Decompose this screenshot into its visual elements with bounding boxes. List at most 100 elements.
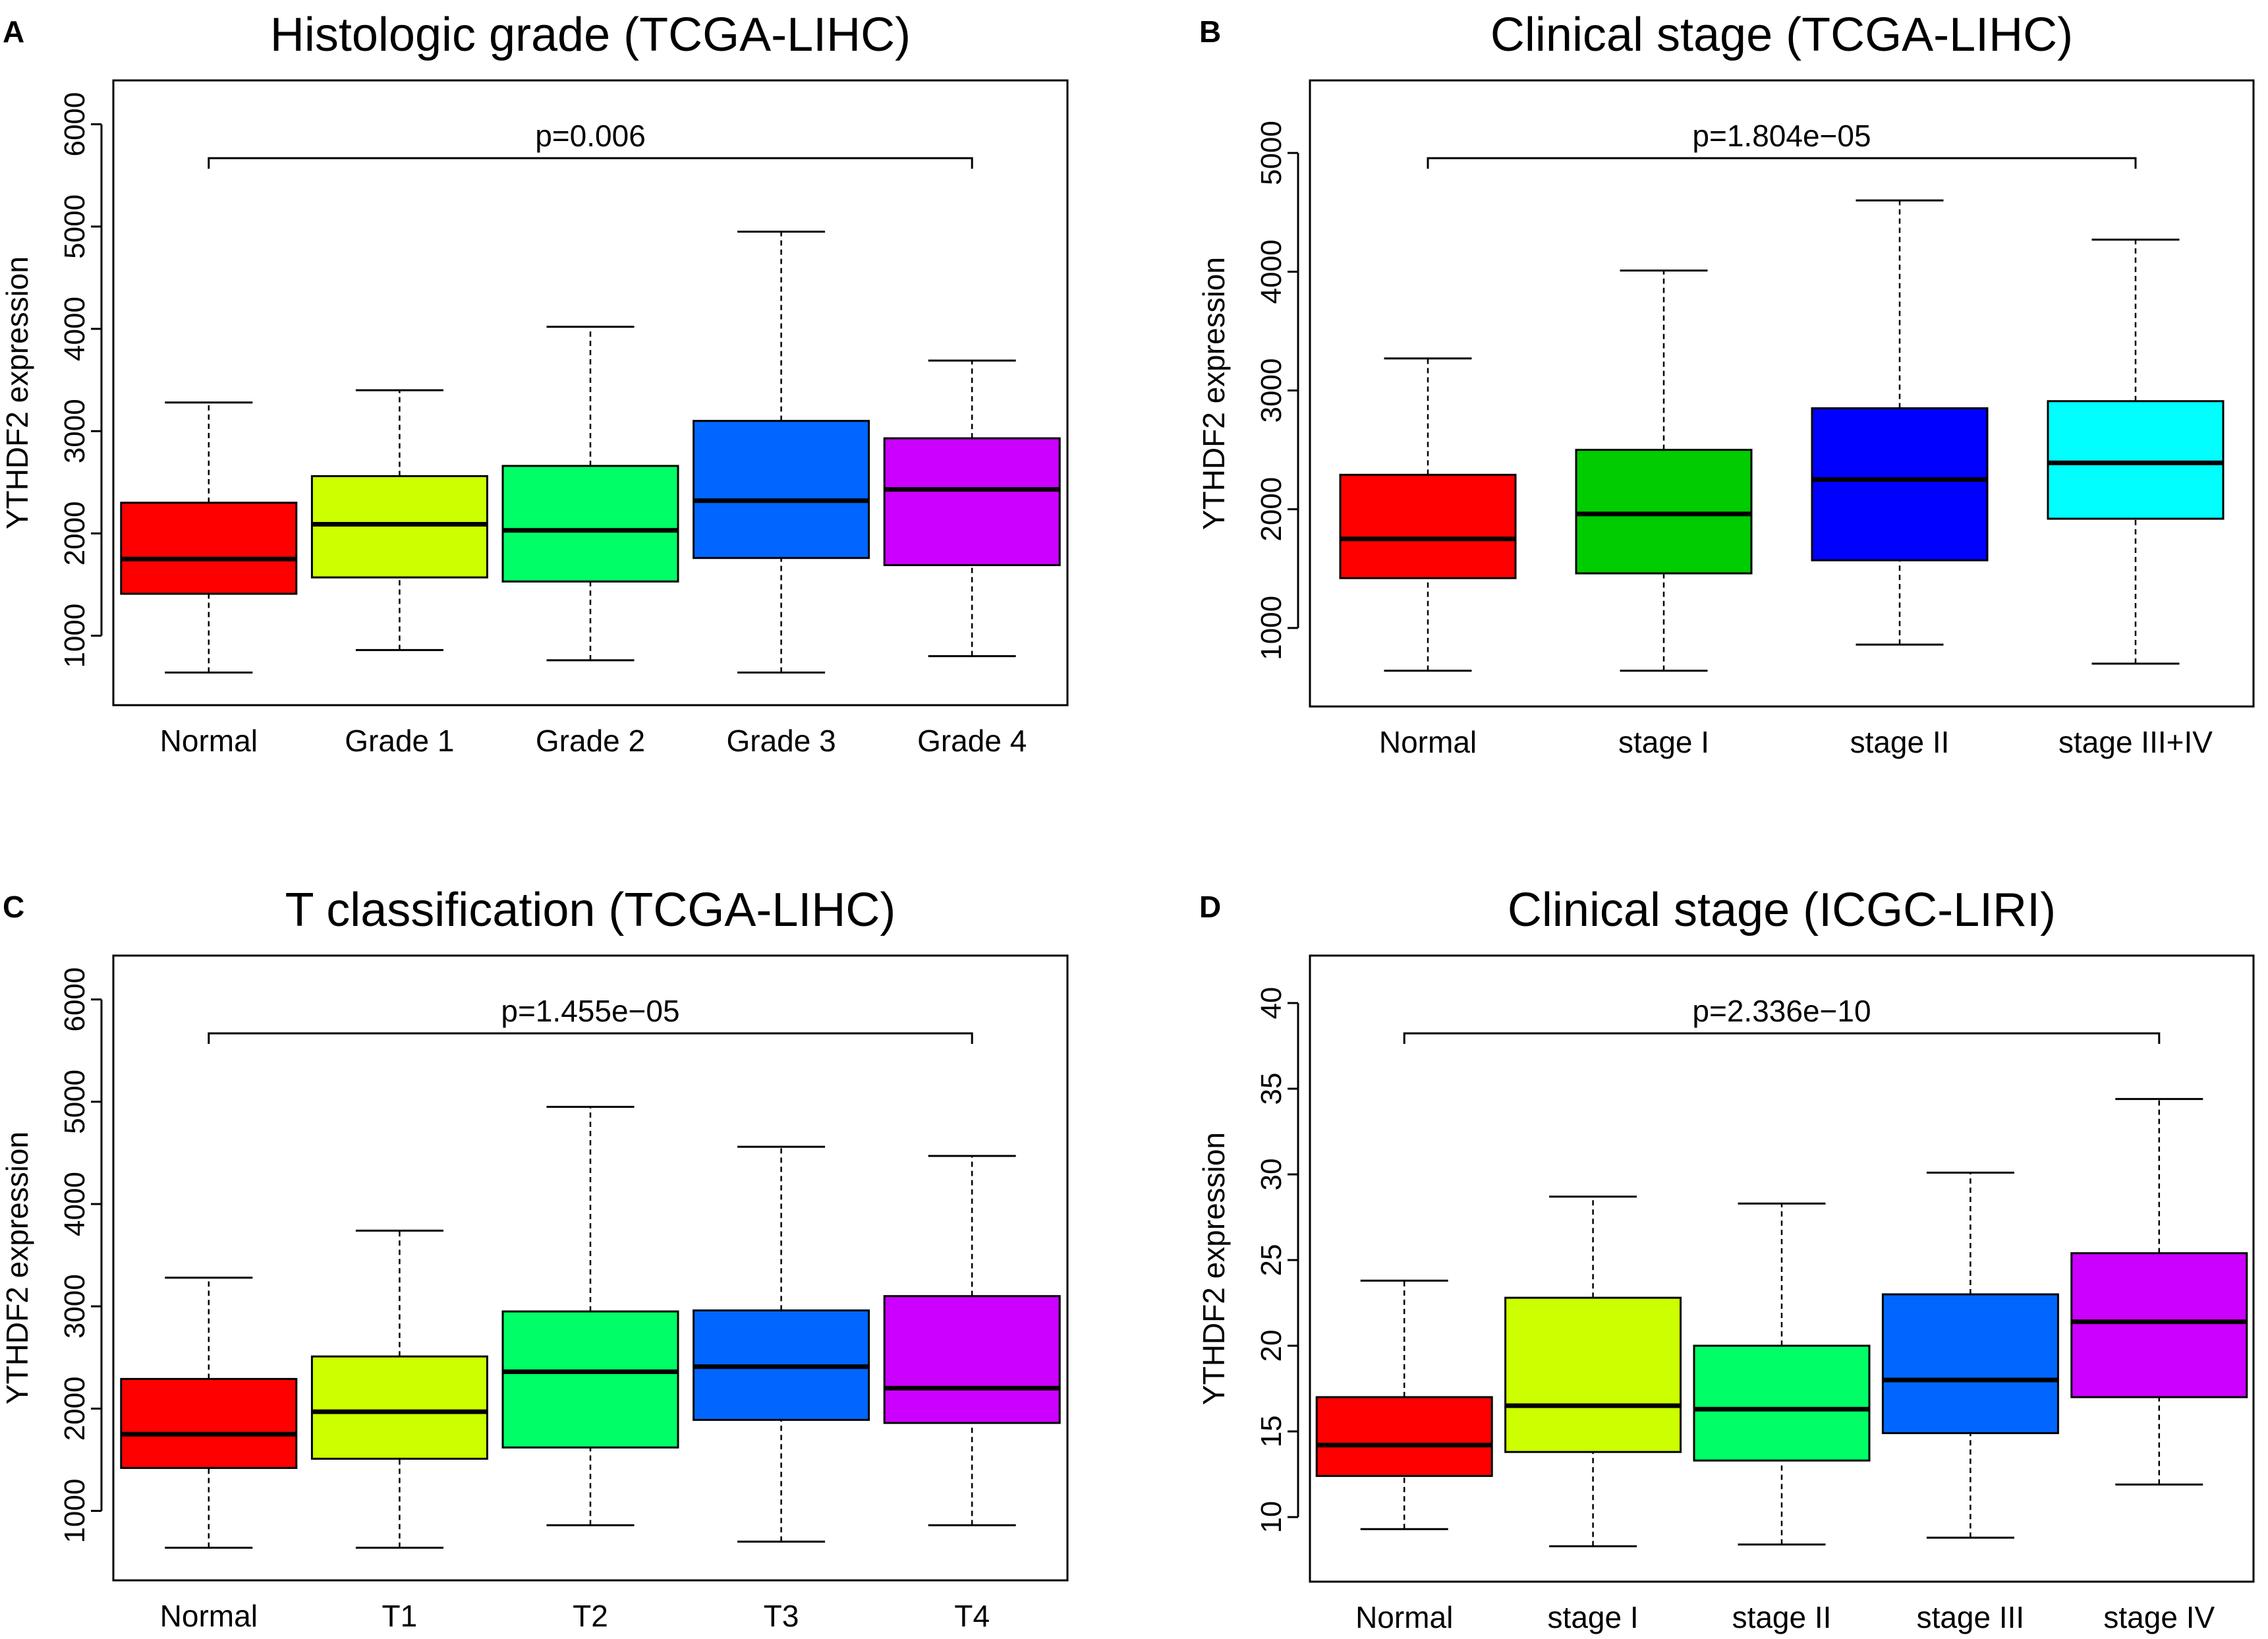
x-category-label: Normal (160, 724, 258, 758)
x-category-label: stage I (1548, 1600, 1639, 1634)
y-tick-label: 30 (1255, 1159, 1288, 1191)
iqr-box (1315, 1396, 1493, 1478)
box-0 (120, 1277, 298, 1549)
y-tick-label: 1000 (59, 1479, 91, 1543)
y-tick-label: 10 (1255, 1501, 1288, 1534)
iqr-box (2047, 400, 2225, 520)
p-value-label: p=1.804e−05 (1692, 119, 1871, 153)
panel-b: B Clinical stage (TCGA-LIHC) 1000 2000 3000 4… (1197, 9, 2255, 759)
panel-c: C T classification (TCGA-LIHC) 1000 2000 300… (0, 884, 1069, 1633)
y-tick-label: 35 (1255, 1073, 1288, 1105)
x-category-label: Normal (1355, 1600, 1453, 1634)
iqr-box (1811, 407, 1989, 561)
x-category-label: T2 (573, 1599, 608, 1633)
iqr-box (1339, 473, 1517, 579)
y-tick-label: 2000 (1255, 477, 1288, 542)
panel-title: Histologic grade (TCGA-LIHC) (270, 9, 911, 61)
box-4 (2070, 1098, 2248, 1486)
plot-frame (112, 954, 1069, 1582)
box-0 (120, 401, 298, 674)
y-tick-label: 3000 (59, 1274, 91, 1338)
panel-title: Clinical stage (ICGC-LIRI) (1508, 884, 2056, 936)
iqr-box (1693, 1344, 1871, 1462)
p-value-label: p=2.336e−10 (1692, 994, 1871, 1028)
y-tick-label: 4000 (1255, 239, 1288, 304)
x-category-label: T4 (954, 1599, 990, 1633)
y-tick-label: 3000 (59, 399, 91, 463)
iqr-box (693, 420, 870, 560)
panel-d: D Clinical stage (ICGC-LIRI) 10 15 20 25 30 35 4… (1197, 884, 2255, 1634)
significance-bracket (208, 157, 973, 169)
iqr-box (883, 1295, 1061, 1424)
y-tick-label: 40 (1255, 987, 1288, 1020)
box-1 (1575, 269, 1753, 672)
y-tick-label: 5000 (59, 194, 91, 259)
iqr-box (120, 502, 298, 595)
x-category-label: T3 (764, 1599, 799, 1633)
iqr-box (1504, 1296, 1682, 1453)
y-tick-label: 20 (1255, 1330, 1288, 1362)
p-value-label: p=0.006 (535, 119, 646, 153)
box-3 (2047, 239, 2225, 665)
y-tick-label: 6000 (59, 967, 91, 1032)
iqr-box (1575, 449, 1753, 575)
box-2 (1811, 199, 1989, 646)
x-category-label: Normal (1379, 725, 1477, 759)
significance-bracket (1403, 1032, 2161, 1044)
x-category-label: stage III+IV (2058, 725, 2213, 759)
y-tick-label: 4000 (59, 1172, 91, 1236)
y-tick-label: 2000 (59, 501, 91, 565)
x-category-label: Grade 4 (917, 724, 1027, 758)
box-1 (310, 1229, 488, 1549)
panel-letter: D (1199, 890, 1221, 924)
box-4 (883, 359, 1061, 658)
panel-letter: C (3, 890, 24, 924)
box-1 (310, 389, 488, 651)
box-4 (883, 1155, 1061, 1526)
y-axis-title: YTHDF2 expression (1197, 1132, 1231, 1405)
y-axis-title: YTHDF2 expression (1197, 257, 1231, 530)
y-tick-label: 4000 (59, 297, 91, 361)
box-2 (501, 1106, 679, 1526)
y-tick-label: 1000 (1255, 596, 1288, 660)
plot-frame (112, 79, 1069, 706)
iqr-box (883, 437, 1061, 567)
iqr-box (501, 465, 679, 583)
x-category-label: stage II (1732, 1600, 1832, 1634)
iqr-box (1881, 1293, 2059, 1435)
y-tick-label: 1000 (59, 604, 91, 668)
box-0 (1339, 357, 1517, 672)
box-3 (1881, 1171, 2059, 1539)
y-axis-title: YTHDF2 expression (0, 256, 34, 529)
x-category-label: stage I (1618, 725, 1709, 759)
p-value-label: p=1.455e−05 (501, 994, 679, 1028)
y-tick-label: 3000 (1255, 359, 1288, 423)
x-category-label: T1 (382, 1599, 418, 1633)
box-0 (1315, 1279, 1493, 1530)
plot-frame (1309, 954, 2255, 1583)
y-tick-label: 5000 (1255, 121, 1288, 185)
y-tick-label: 15 (1255, 1416, 1288, 1448)
box-3 (693, 231, 870, 674)
panel-title: T classification (TCGA-LIHC) (285, 884, 896, 936)
y-tick-label: 5000 (59, 1070, 91, 1134)
significance-bracket (1427, 157, 2137, 169)
y-tick-label: 6000 (59, 92, 91, 157)
y-axis-title: YTHDF2 expression (0, 1132, 34, 1404)
x-category-label: Grade 3 (726, 724, 836, 758)
x-category-label: stage II (1850, 725, 1950, 759)
iqr-box (120, 1377, 298, 1469)
x-category-label: Grade 2 (536, 724, 645, 758)
significance-bracket (208, 1032, 973, 1044)
iqr-box (310, 1355, 488, 1460)
iqr-box (501, 1310, 679, 1449)
x-category-label: Grade 1 (345, 724, 454, 758)
x-category-label: stage IV (2103, 1600, 2215, 1634)
iqr-box (2070, 1252, 2248, 1398)
panel-letter: A (3, 14, 24, 49)
box-2 (501, 326, 679, 662)
y-tick-label: 25 (1255, 1244, 1288, 1277)
panel-a: A Histologic grade (TCGA-LIHC) 1000 2000 300… (0, 9, 1069, 758)
iqr-box (310, 474, 488, 579)
